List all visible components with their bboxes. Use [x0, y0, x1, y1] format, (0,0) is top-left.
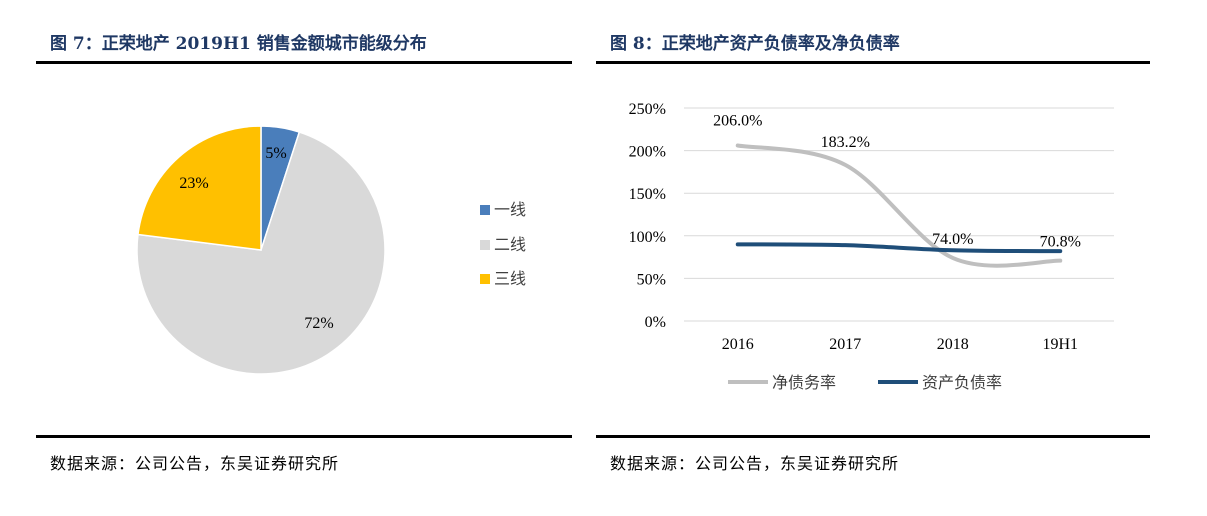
y-tick-label: 100% [629, 229, 666, 246]
figure-7-title: 图 7：正荣地产 2019H1 销售金额城市能级分布 [50, 34, 427, 54]
pie-data-label: 5% [265, 145, 286, 162]
legend-label: 一线 [494, 201, 526, 219]
title-rule [36, 61, 572, 64]
y-tick-label: 200% [629, 144, 666, 161]
legend-label: 净债务率 [772, 374, 836, 392]
legend-swatch [480, 205, 490, 215]
series-line-1 [735, 143, 1063, 268]
x-tick-label: 2016 [722, 336, 754, 353]
pie-slice-2 [136, 131, 386, 375]
x-tick-label: 19H1 [1042, 336, 1078, 353]
data-label: 206.0% [713, 112, 762, 129]
source-rule [596, 435, 1150, 438]
y-tick-label: 150% [629, 186, 666, 203]
legend-label: 二线 [494, 236, 526, 254]
x-tick-label: 2017 [829, 336, 861, 353]
data-label: 74.0% [932, 231, 973, 248]
pie-slice-3 [137, 125, 262, 251]
legend-swatch [480, 274, 490, 284]
legend-label: 资产负债率 [922, 374, 1002, 392]
line-chart: 0% 50% 100% 150% 200% 250% 2016 2017 2018 19H1 206… [629, 101, 1114, 392]
data-label: 183.2% [821, 134, 870, 151]
figure-8-source: 数据来源：公司公告，东吴证券研究所 [610, 454, 900, 473]
x-tick-label: 2018 [937, 336, 969, 353]
y-tick-label: 250% [629, 101, 666, 118]
figure-7-panel: 图 7：正荣地产 2019H1 销售金额城市能级分布 5% 72% 23% 一线二线三… [36, 0, 572, 516]
y-tick-label: 50% [637, 271, 666, 288]
legend-swatch [480, 240, 490, 250]
data-label: 70.8% [1040, 234, 1081, 251]
figure-7-source: 数据来源：公司公告，东吴证券研究所 [50, 454, 340, 473]
title-rule [596, 61, 1150, 64]
figure-8-title: 图 8：正荣地产资产负债率及净负债率 [610, 34, 900, 54]
legend-label: 三线 [494, 270, 526, 288]
y-tick-label: 0% [645, 314, 666, 331]
pie-data-label: 72% [304, 315, 333, 332]
series-line-2 [735, 242, 1063, 254]
source-rule [36, 435, 572, 438]
figure-8-panel: 图 8：正荣地产资产负债率及净负债率 0% 50% 100% 150% 200% 250%… [596, 0, 1150, 516]
pie-data-label: 23% [179, 175, 208, 192]
